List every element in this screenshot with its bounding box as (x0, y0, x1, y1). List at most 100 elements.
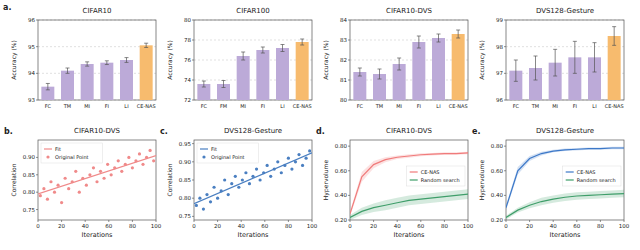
label: Correlation (166, 163, 173, 196)
label: Accuracy (%) (478, 40, 486, 80)
label: e. (472, 127, 480, 136)
error-cap (300, 45, 304, 46)
label: 60 (261, 223, 268, 229)
error-cap (105, 60, 109, 61)
error-cap (66, 68, 70, 69)
error-cap (456, 38, 460, 39)
legend-box (197, 143, 258, 163)
error-cap (573, 41, 577, 42)
bar (120, 60, 133, 100)
error-cap (553, 49, 557, 50)
label: FM (220, 103, 227, 109)
point (127, 156, 130, 159)
panel: DVS128-GestureAccuracy (%)96979899FCTMMI… (478, 7, 624, 109)
panel: e.DVS128-GestureHypervolumeIterations0.2… (472, 127, 630, 239)
point (195, 204, 198, 207)
label: CE-NAS (449, 103, 468, 109)
point (273, 167, 276, 170)
label: 76 (184, 57, 191, 63)
label: CE-NAS (293, 103, 312, 109)
label: Fit (55, 146, 61, 152)
error-bar (418, 36, 419, 48)
label: Accuracy (%) (166, 40, 174, 80)
point (287, 157, 290, 160)
error-cap (514, 60, 518, 61)
marks (41, 43, 152, 100)
bar (100, 63, 113, 100)
grid-line (194, 60, 312, 61)
label: CE-NAS (577, 169, 596, 175)
error-cap (612, 45, 616, 46)
label: 0.40 (335, 192, 348, 198)
label: Accuracy (%) (10, 40, 18, 80)
bar (61, 71, 74, 100)
point (120, 170, 123, 173)
error-cap (593, 42, 597, 43)
label: Fit (211, 146, 217, 152)
label: 0.90 (179, 159, 192, 165)
point (42, 187, 45, 190)
label: Hypervolume (322, 160, 330, 201)
bar (452, 34, 465, 100)
error-cap (202, 81, 206, 82)
bar (237, 56, 250, 100)
label: Original Point (211, 154, 245, 161)
point (255, 167, 258, 170)
error-bar (574, 41, 575, 73)
error-cap (261, 53, 265, 54)
label: 0.85 (179, 177, 192, 183)
grid-line (38, 46, 156, 47)
grid-line (506, 73, 624, 74)
point (198, 197, 201, 200)
label: 78 (184, 37, 191, 43)
label: FC (45, 103, 52, 109)
label: Correlation (10, 163, 17, 196)
error-cap (281, 44, 285, 45)
error-bar (438, 34, 439, 42)
error-cap (144, 43, 148, 44)
point (145, 156, 148, 159)
label: DVS128-Gesture (536, 127, 594, 135)
label: 20 (526, 223, 533, 229)
marks (350, 152, 468, 220)
point (113, 166, 116, 169)
error-bar (67, 68, 68, 73)
label: 20 (214, 223, 221, 229)
point (244, 171, 247, 174)
label: FI (261, 103, 265, 109)
point (283, 164, 286, 167)
bar (432, 38, 445, 100)
label: 98 (496, 44, 503, 50)
grid-line (350, 60, 468, 61)
plot-frame (506, 140, 624, 220)
label: CE-NAS (137, 103, 156, 109)
point (152, 159, 155, 162)
label: 0.75 (23, 207, 36, 213)
label: MI (84, 103, 90, 109)
bar (353, 72, 366, 100)
label: 0.80 (179, 195, 192, 201)
label: 40 (238, 223, 245, 229)
error-cap (358, 68, 362, 69)
point (81, 177, 84, 180)
point (241, 178, 244, 181)
point (110, 173, 113, 176)
label: d. (316, 127, 325, 136)
label: Random search (421, 177, 460, 183)
figure: a.CIFAR10Accuracy (%)93949596FCTMMIFILIC… (0, 0, 640, 250)
line (506, 194, 624, 218)
label: LI (280, 103, 284, 109)
label: DVS128-Gesture (224, 127, 282, 135)
grid-line (506, 46, 624, 47)
label: LI (592, 103, 596, 109)
marks (506, 147, 624, 220)
point (266, 164, 269, 167)
legend-marker (566, 171, 574, 172)
point (294, 160, 297, 163)
error-cap (417, 36, 421, 37)
label: 0.80 (23, 189, 36, 195)
point (212, 186, 215, 189)
error-cap (300, 39, 304, 40)
point (53, 191, 56, 194)
label: Hypervolume (478, 160, 486, 201)
